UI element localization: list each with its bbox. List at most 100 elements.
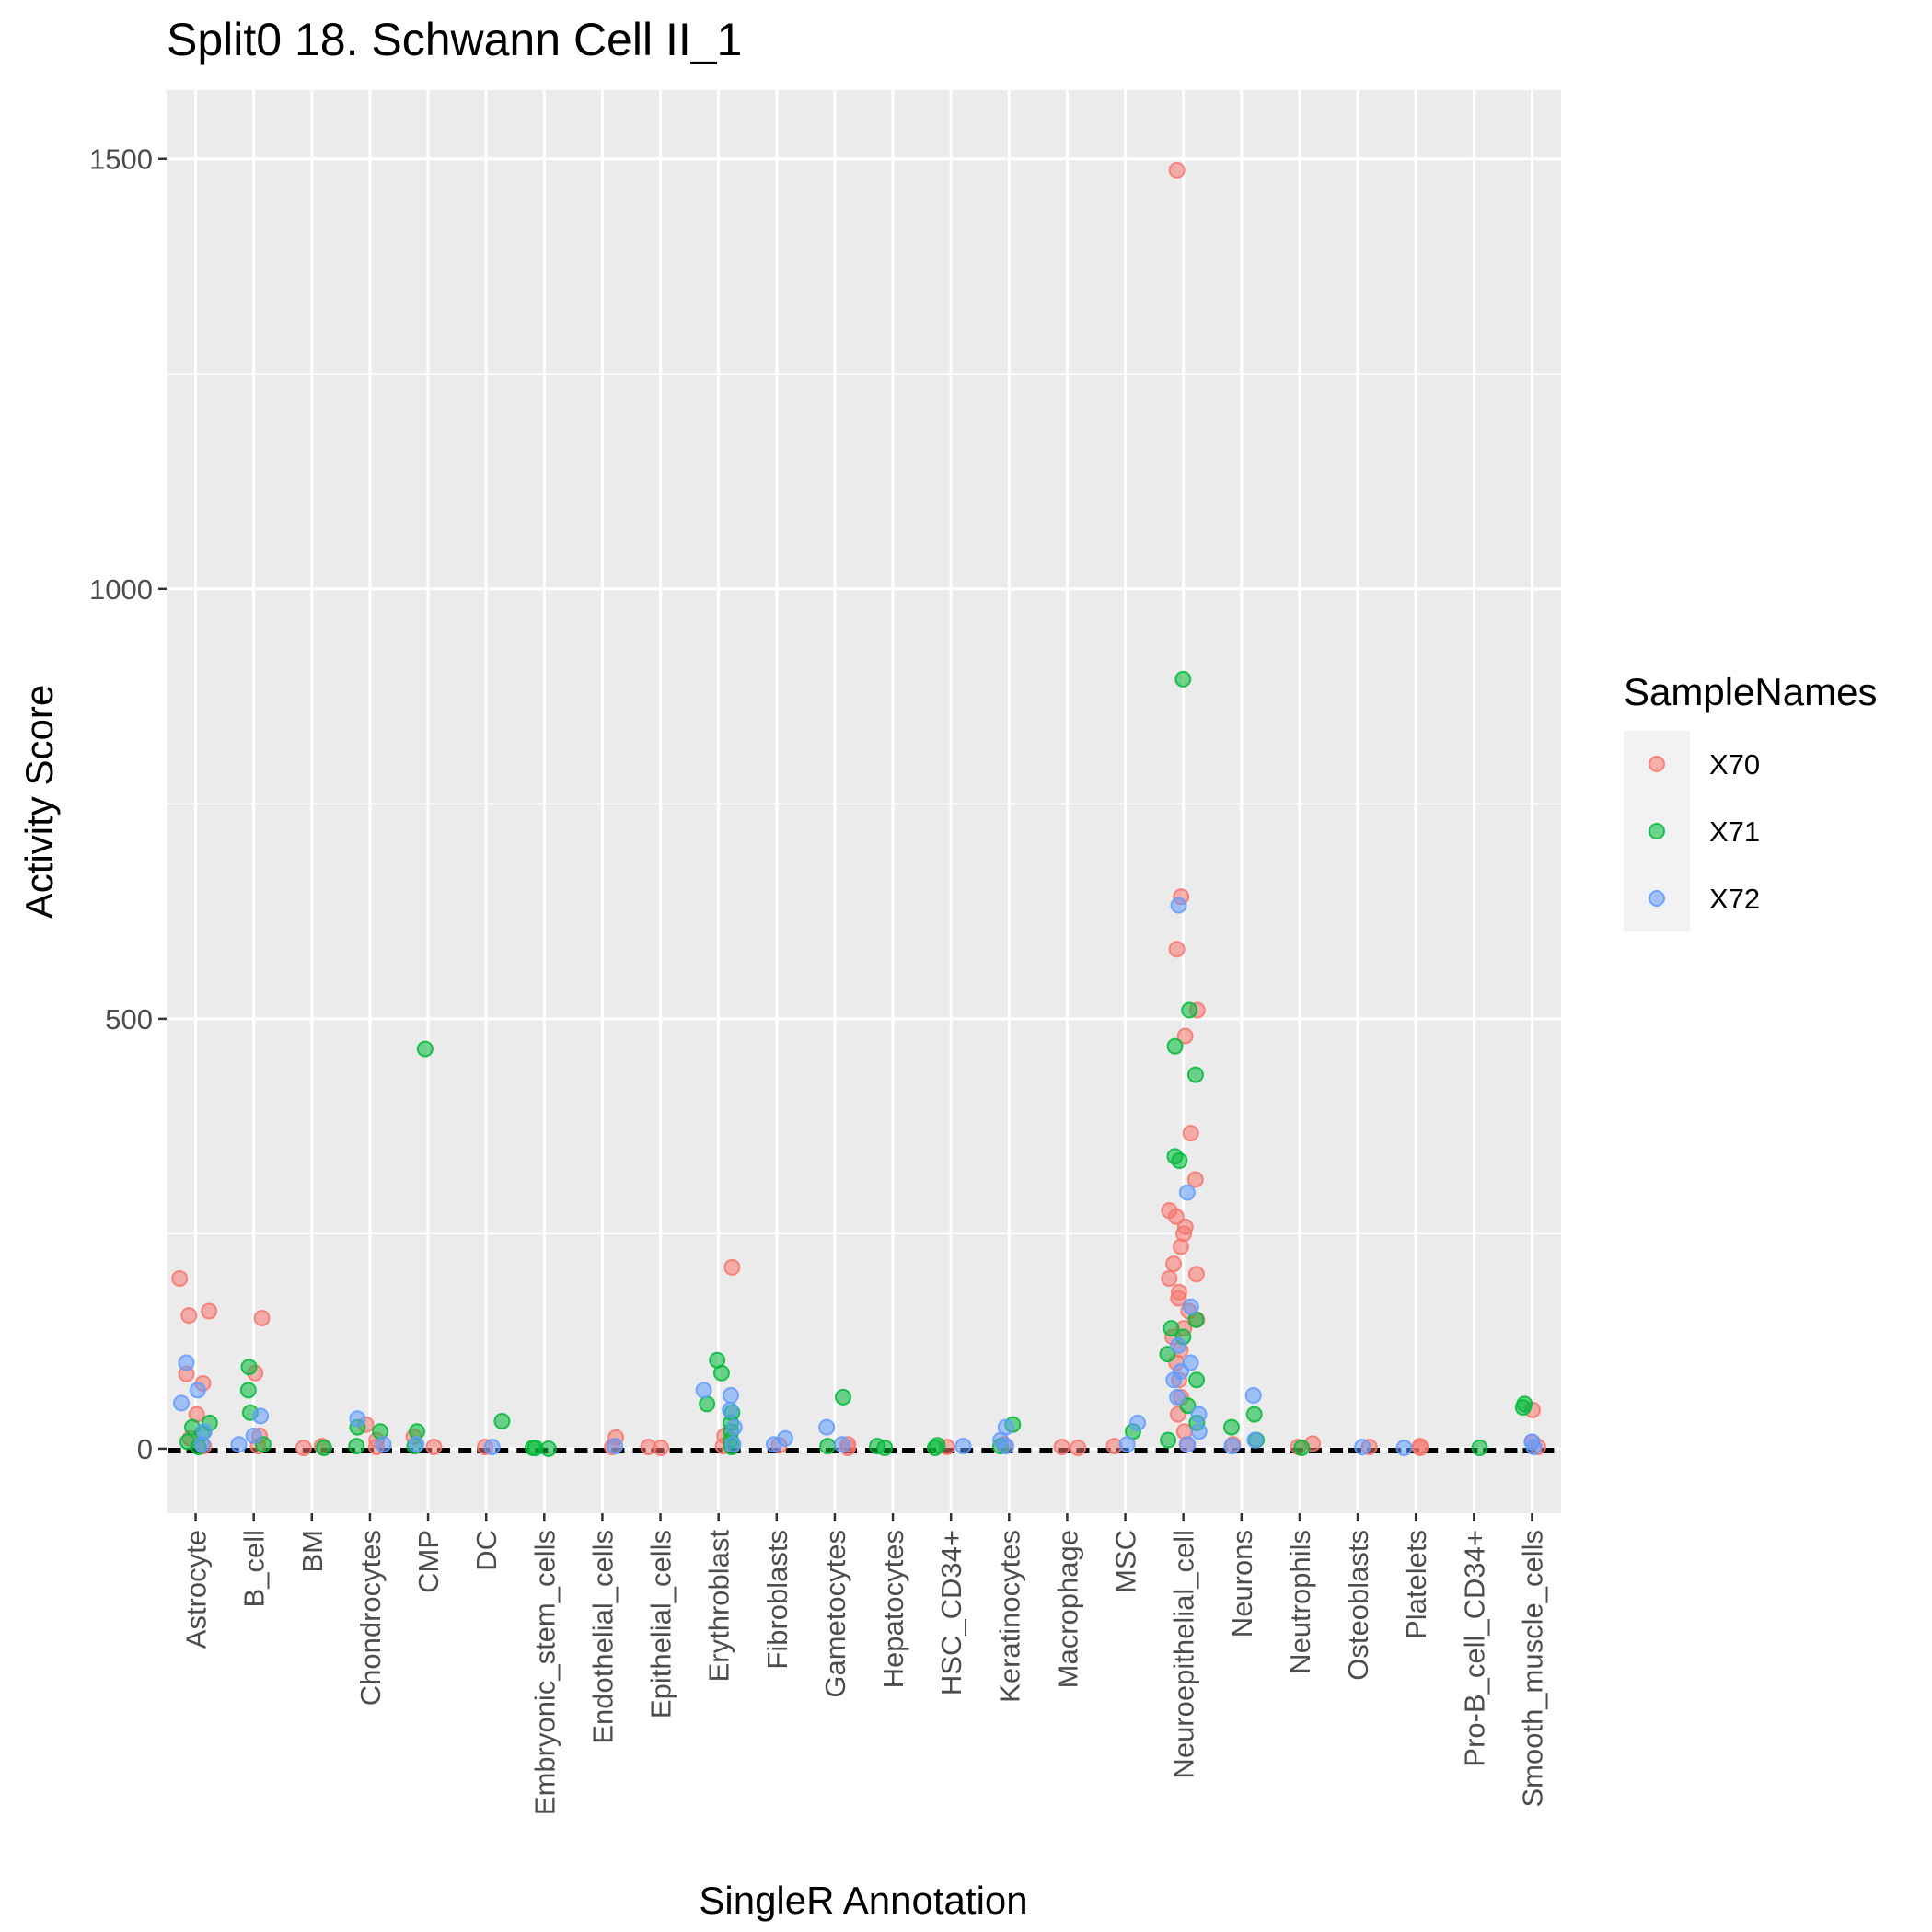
- legend-title: SampleNames: [1624, 670, 1877, 713]
- y-axis-title: Activity Score: [17, 685, 61, 919]
- data-point: [1179, 1436, 1197, 1453]
- data-point: [607, 1438, 624, 1455]
- plot-panel: [167, 90, 1561, 1513]
- x-tick-label: Chondrocytes: [354, 1530, 387, 1706]
- data-point: [1170, 897, 1187, 914]
- data-points: [171, 161, 1546, 1457]
- data-point: [1178, 1184, 1196, 1201]
- data-point: [876, 1440, 894, 1457]
- data-point: [819, 1438, 837, 1455]
- data-point: [954, 1438, 972, 1455]
- x-tick-label: Fibroblasts: [761, 1530, 793, 1670]
- data-point: [1168, 161, 1186, 179]
- data-point: [1171, 1152, 1188, 1170]
- data-point: [1169, 1388, 1186, 1406]
- data-point: [189, 1382, 206, 1399]
- y-tick-label: 1000: [89, 573, 153, 606]
- y-tick-label: 0: [137, 1433, 153, 1465]
- data-point: [1160, 1431, 1177, 1449]
- data-point: [1165, 1255, 1183, 1273]
- data-point: [173, 1394, 191, 1412]
- data-point: [766, 1436, 783, 1453]
- data-point: [998, 1438, 1015, 1455]
- x-tick-label: Gametocytes: [819, 1530, 851, 1698]
- data-point: [1172, 1238, 1189, 1255]
- data-point: [1411, 1440, 1429, 1457]
- data-point: [725, 1418, 743, 1436]
- x-tick-label: Epithelial_cells: [645, 1530, 677, 1718]
- data-point: [1181, 1001, 1198, 1019]
- data-point: [1167, 1208, 1185, 1225]
- data-point: [1190, 1406, 1208, 1423]
- x-tick-label: Erythroblast: [703, 1530, 735, 1683]
- y-tick-label: 500: [105, 1003, 153, 1035]
- x-tick-label: Endothelial_cells: [586, 1530, 619, 1744]
- x-tick-label: Platelets: [1400, 1530, 1432, 1639]
- x-axis-title: SingleR Annotation: [699, 1879, 1027, 1922]
- data-point: [1245, 1406, 1263, 1423]
- legend-label: X72: [1709, 883, 1760, 915]
- data-point: [1223, 1438, 1241, 1455]
- data-point: [178, 1354, 195, 1371]
- legend-label: X70: [1709, 748, 1760, 781]
- x-tick-label: HSC_CD34+: [935, 1530, 967, 1695]
- data-point: [539, 1440, 557, 1457]
- grid-lines: [167, 90, 1561, 1513]
- data-point: [1179, 1397, 1197, 1415]
- data-point: [833, 1436, 850, 1453]
- x-tick-label: DC: [470, 1530, 503, 1571]
- x-tick-label: Neuroepithelial_cell: [1168, 1530, 1200, 1779]
- data-point: [818, 1418, 836, 1436]
- legend: SampleNames X70 X71 X72: [1624, 670, 1877, 931]
- data-point: [425, 1439, 443, 1456]
- data-point: [239, 1382, 257, 1399]
- data-point: [1168, 941, 1186, 958]
- data-point: [653, 1440, 670, 1457]
- data-point: [252, 1407, 270, 1425]
- data-point: [712, 1364, 730, 1382]
- data-point: [171, 1269, 189, 1287]
- data-point: [1246, 1431, 1264, 1449]
- data-point: [1070, 1440, 1087, 1457]
- data-point: [375, 1436, 392, 1453]
- data-point: [1222, 1418, 1240, 1436]
- data-point: [1190, 1423, 1208, 1440]
- legend-key: [1649, 756, 1665, 772]
- x-tick-label: BM: [296, 1530, 329, 1573]
- data-point: [416, 1040, 434, 1058]
- data-point: [1182, 1125, 1199, 1142]
- data-point: [1186, 1171, 1204, 1188]
- legend-key: [1649, 890, 1665, 907]
- data-point: [245, 1427, 262, 1444]
- data-point: [1187, 1266, 1205, 1283]
- data-point: [1118, 1436, 1136, 1453]
- data-point: [722, 1401, 739, 1418]
- data-point: [524, 1440, 541, 1457]
- data-point: [408, 1436, 425, 1453]
- data-point: [724, 1436, 742, 1453]
- x-tick-label: Embryonic_stem_cells: [528, 1530, 561, 1815]
- data-point: [1053, 1439, 1070, 1456]
- data-point: [1165, 1371, 1183, 1389]
- data-point: [1128, 1414, 1146, 1431]
- data-point: [1395, 1440, 1413, 1457]
- data-point: [926, 1440, 943, 1457]
- chart-title: Split0 18. Schwann Cell II_1: [167, 14, 742, 65]
- data-point: [201, 1302, 218, 1320]
- data-point: [722, 1387, 739, 1405]
- x-tick-label: Pro-B_cell_CD34+: [1458, 1530, 1490, 1767]
- data-point: [1525, 1439, 1543, 1456]
- data-point: [1176, 1027, 1194, 1045]
- x-tick-label: Astrocyte: [180, 1530, 213, 1649]
- data-point: [349, 1410, 366, 1428]
- data-point: [1188, 1371, 1206, 1389]
- data-point: [315, 1440, 332, 1457]
- y-tick-label: 1500: [89, 144, 153, 176]
- data-point: [348, 1438, 365, 1455]
- x-tick-label: MSC: [1110, 1530, 1142, 1593]
- data-point: [835, 1388, 852, 1406]
- data-point: [1159, 1346, 1176, 1363]
- x-tick-label: Smooth_muscle_cells: [1516, 1530, 1548, 1808]
- data-point: [1174, 670, 1192, 688]
- x-tick-label: Hepatocytes: [877, 1530, 909, 1688]
